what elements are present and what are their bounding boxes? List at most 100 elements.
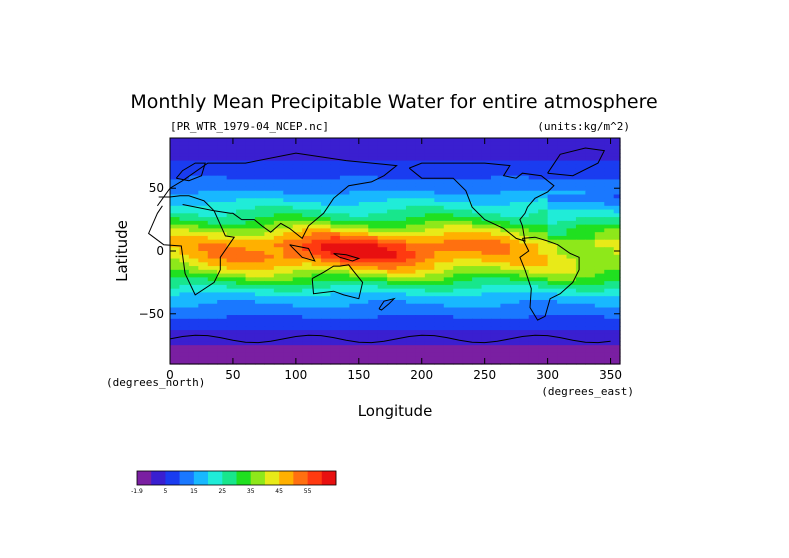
field-cell <box>434 209 445 214</box>
field-cell <box>472 303 483 309</box>
field-cell <box>283 262 294 267</box>
field-cell <box>188 352 199 358</box>
field-cell <box>557 341 568 346</box>
field-cell <box>311 198 322 203</box>
field-cell <box>490 243 502 248</box>
field-cell <box>264 171 275 177</box>
field-cell <box>500 205 511 211</box>
field-cell <box>273 145 284 150</box>
field-cell <box>254 160 266 165</box>
field-cell <box>226 190 237 196</box>
field-cell <box>339 251 350 256</box>
field-cell <box>283 205 294 211</box>
field-cell <box>604 277 615 282</box>
field-cell <box>472 224 483 229</box>
field-cell <box>264 292 275 297</box>
field-cell <box>547 205 558 211</box>
field-cell <box>538 318 549 324</box>
field-cell <box>585 258 596 263</box>
field-cell <box>481 284 492 290</box>
field-cell <box>509 209 520 214</box>
field-cell <box>566 356 577 361</box>
field-cell <box>339 138 350 143</box>
field-cell <box>254 141 266 147</box>
field-cell <box>434 183 445 188</box>
field-cell <box>311 175 322 181</box>
field-cell <box>462 141 473 147</box>
field-cell <box>330 303 341 309</box>
field-cell <box>575 156 586 162</box>
field-cell <box>217 303 228 309</box>
field-cell <box>528 356 539 361</box>
field-cell <box>406 356 417 361</box>
field-cell <box>415 284 426 290</box>
field-cell <box>509 198 520 203</box>
field-cell <box>188 251 199 256</box>
field-cell <box>264 141 275 147</box>
field-cell <box>566 217 577 222</box>
field-cell <box>509 217 520 222</box>
field-cell <box>302 330 313 335</box>
field-cell <box>349 224 360 229</box>
field-cell <box>406 352 417 358</box>
field-cell <box>528 277 539 282</box>
field-cell <box>283 277 294 282</box>
field-cell <box>198 277 209 282</box>
field-cell <box>557 258 568 263</box>
field-cell <box>453 213 464 218</box>
field-cell <box>472 348 483 354</box>
field-cell <box>311 254 322 260</box>
field-cell <box>198 156 209 162</box>
field-cell <box>462 183 473 188</box>
field-cell <box>387 145 398 150</box>
field-cell <box>547 254 558 260</box>
field-cell <box>472 235 483 241</box>
field-cell <box>264 258 275 263</box>
field-cell <box>604 307 615 312</box>
field-cell <box>245 251 256 256</box>
field-cell <box>472 326 483 331</box>
field-cell <box>198 149 209 154</box>
field-cell <box>321 318 332 324</box>
field-cell <box>179 330 190 335</box>
field-cell <box>226 198 237 203</box>
field-cell <box>198 292 209 297</box>
field-cell <box>434 266 445 271</box>
field-cell <box>566 205 577 211</box>
field-cell <box>481 168 492 173</box>
field-cell <box>207 183 218 188</box>
field-cell <box>566 330 577 335</box>
field-cell <box>387 217 398 222</box>
field-cell <box>604 160 615 165</box>
field-cell <box>349 183 360 188</box>
field-cell <box>245 281 256 286</box>
field-cell <box>188 318 199 324</box>
field-cell <box>594 288 605 294</box>
field-cell <box>245 330 256 335</box>
field-cell <box>443 288 454 294</box>
field-cell <box>575 145 586 150</box>
field-cell <box>604 315 615 320</box>
field-cell <box>377 239 388 245</box>
field-cell <box>528 262 539 267</box>
field-cell <box>575 251 586 256</box>
field-cell <box>245 153 256 158</box>
field-cell <box>481 145 492 150</box>
field-cell <box>302 315 313 320</box>
field-cell <box>613 284 621 290</box>
field-cell <box>566 179 577 184</box>
field-cell <box>179 341 190 346</box>
field-cell <box>490 266 502 271</box>
field-cell <box>613 179 621 184</box>
field-cell <box>321 205 332 211</box>
field-cell <box>462 311 473 316</box>
field-cell <box>462 337 473 342</box>
field-cell <box>500 352 511 358</box>
field-cell <box>434 356 445 361</box>
field-cell <box>434 326 445 331</box>
field-cell <box>528 318 539 324</box>
field-cell <box>500 198 511 203</box>
field-cell <box>424 251 435 256</box>
field-cell <box>273 205 284 211</box>
field-cell <box>302 269 313 275</box>
